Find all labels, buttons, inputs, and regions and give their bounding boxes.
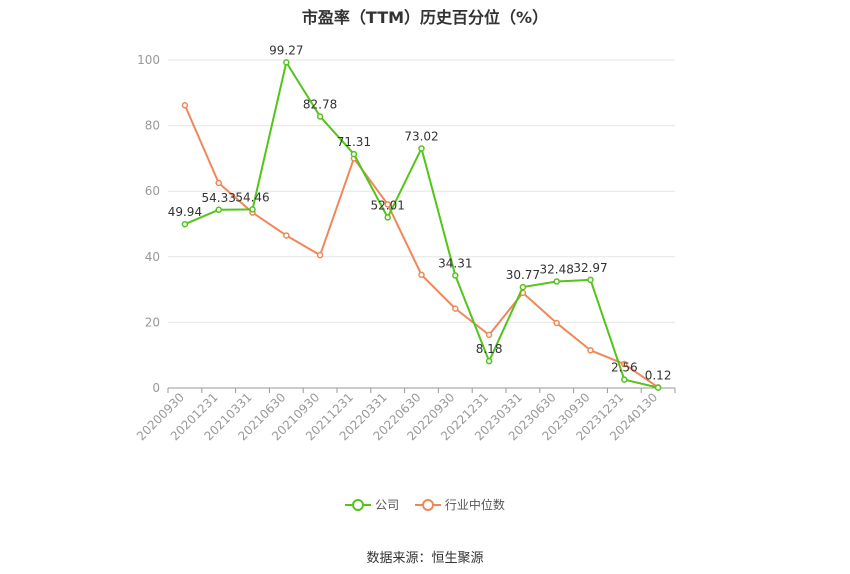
data-point bbox=[621, 376, 628, 383]
y-tick-label: 60 bbox=[145, 184, 160, 198]
y-tick-label: 20 bbox=[145, 315, 160, 329]
data-point bbox=[316, 113, 324, 120]
y-axis: 0 20 40 60 80 100 bbox=[137, 53, 160, 395]
data-point bbox=[215, 206, 222, 214]
data-label: 54.33 bbox=[202, 191, 236, 205]
legend-item-company[interactable]: 公司 bbox=[345, 496, 399, 513]
data-label: 2.56 bbox=[611, 361, 638, 375]
data-label: 71.31 bbox=[337, 135, 371, 149]
source-note: 数据来源：恒生聚源 bbox=[366, 551, 484, 566]
data-point bbox=[350, 150, 358, 158]
data-label: 49.94 bbox=[168, 205, 202, 219]
data-label: 32.97 bbox=[573, 261, 607, 275]
data-label: 8.18 bbox=[476, 342, 503, 356]
data-point bbox=[519, 283, 527, 291]
data-point bbox=[283, 232, 290, 239]
data-label: 99.27 bbox=[269, 43, 303, 57]
series-line bbox=[184, 61, 659, 389]
data-point bbox=[181, 220, 189, 228]
data-label: 54.46 bbox=[235, 190, 269, 204]
chart-title: 市盈率（TTM）历史百分位（%） bbox=[301, 8, 549, 27]
data-label: 34.31 bbox=[438, 256, 472, 270]
x-axis: 2020093020201231202103312021063020210930… bbox=[134, 387, 676, 443]
y-tick-label: 0 bbox=[152, 381, 160, 395]
series-lines bbox=[181, 59, 662, 391]
grid-lines bbox=[168, 59, 675, 323]
y-tick-label: 40 bbox=[145, 250, 160, 264]
data-label: 82.78 bbox=[303, 97, 337, 111]
data-point bbox=[384, 214, 391, 221]
legend-label: 公司 bbox=[375, 498, 400, 512]
legend-item-industry-median[interactable]: 行业中位数 bbox=[414, 496, 505, 513]
data-point bbox=[316, 251, 324, 259]
data-point bbox=[452, 305, 459, 312]
line-chart: 0 20 40 60 80 100 202009302020123120210331202… bbox=[134, 43, 676, 443]
data-point bbox=[553, 278, 560, 285]
data-label: 52.01 bbox=[371, 198, 405, 212]
data-point bbox=[249, 206, 256, 213]
data-label: 32.48 bbox=[540, 262, 574, 276]
data-point bbox=[654, 384, 662, 391]
data-point bbox=[485, 331, 493, 339]
data-point bbox=[418, 145, 425, 152]
data-label: 73.02 bbox=[404, 129, 438, 143]
data-point bbox=[283, 59, 290, 66]
data-label: 0.12 bbox=[645, 369, 672, 383]
data-point bbox=[485, 357, 493, 365]
data-point bbox=[215, 179, 222, 187]
legend-marker-icon bbox=[345, 498, 372, 511]
data-point bbox=[587, 276, 594, 284]
series-industry-median bbox=[181, 102, 662, 391]
data-label: 30.77 bbox=[506, 268, 540, 282]
legend-label: 行业中位数 bbox=[444, 498, 505, 512]
data-point bbox=[587, 347, 594, 354]
y-tick-label: 100 bbox=[137, 53, 160, 67]
data-point bbox=[553, 319, 560, 327]
data-point bbox=[452, 272, 459, 279]
y-tick-label: 80 bbox=[145, 119, 160, 133]
data-point bbox=[418, 271, 425, 279]
data-point bbox=[384, 201, 391, 208]
data-point bbox=[621, 360, 628, 368]
legend: 公司 行业中位数 bbox=[0, 496, 850, 515]
series-company bbox=[181, 59, 662, 391]
data-point bbox=[181, 102, 189, 109]
legend-marker-icon bbox=[414, 498, 441, 511]
